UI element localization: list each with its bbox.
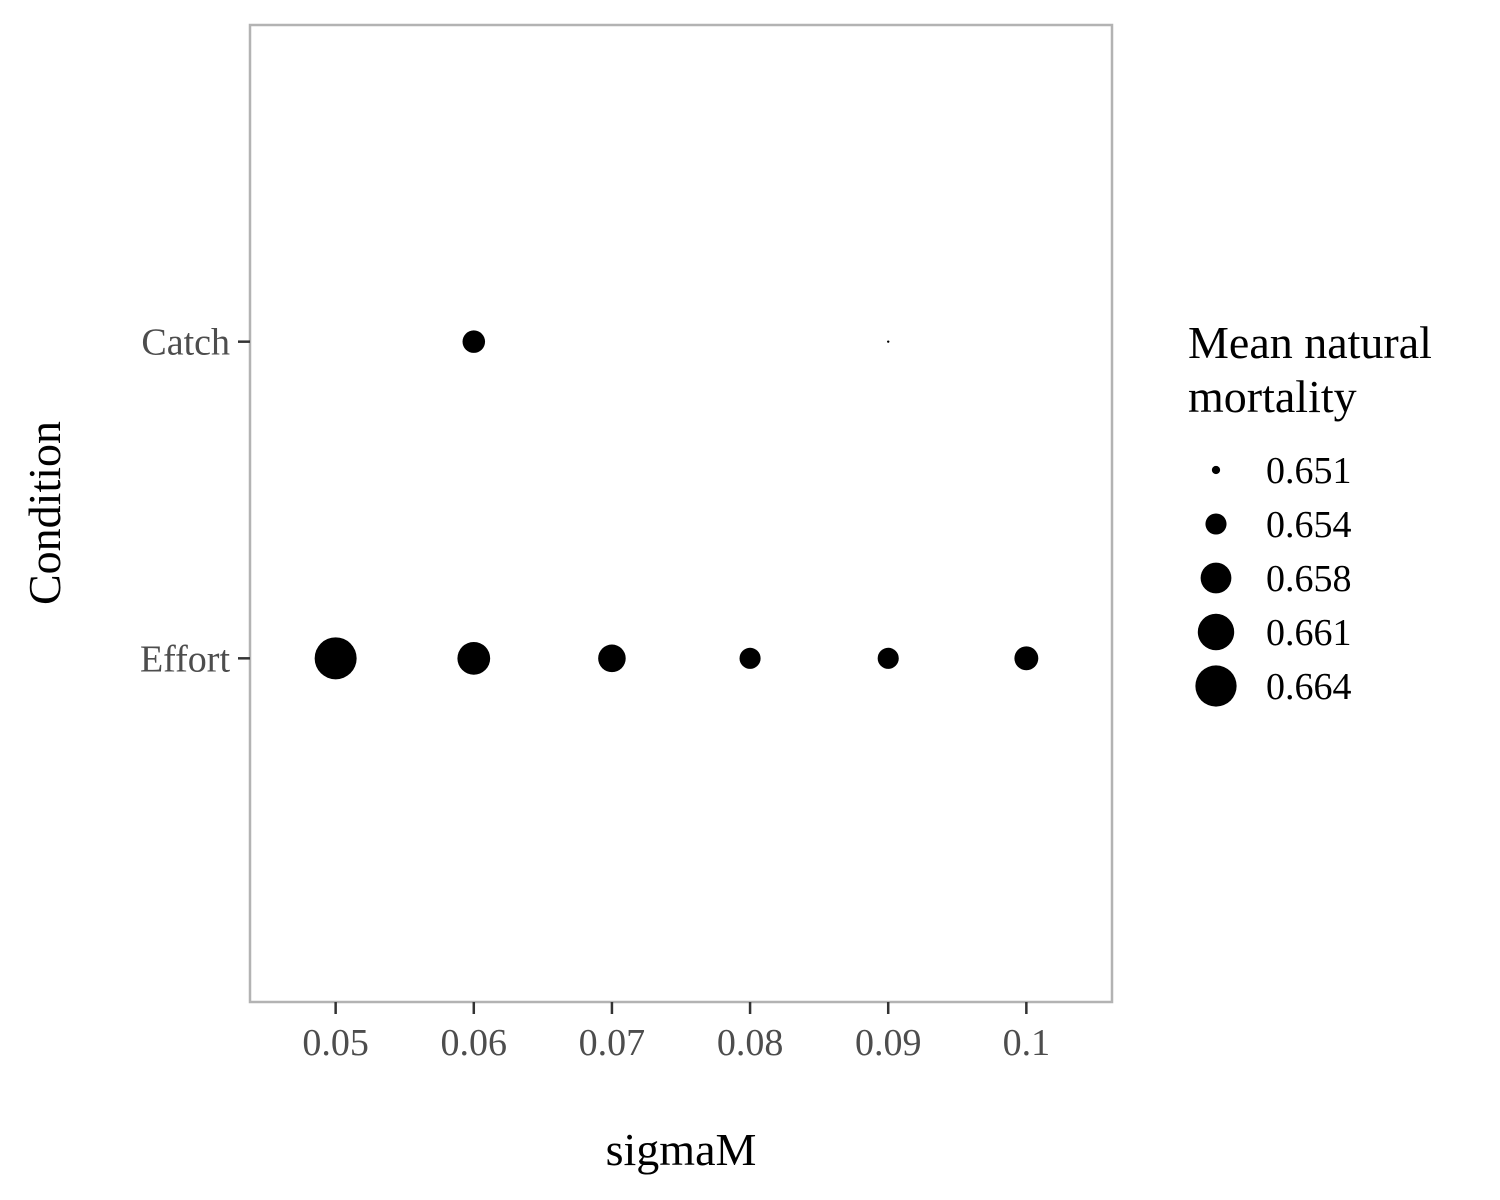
data-point: [314, 637, 357, 680]
legend-key-symbol: [1195, 665, 1237, 707]
legend-key-symbol: [1211, 465, 1221, 475]
legend-title-line-1: Mean natural: [1188, 317, 1432, 368]
legend-key-label: 0.661: [1266, 612, 1352, 654]
legend-key-label: 0.658: [1266, 558, 1352, 600]
data-point: [462, 330, 486, 353]
legend-key-symbol: [1200, 562, 1232, 594]
legend-key-symbol: [1197, 613, 1235, 651]
size-legend: Mean natural mortality 0.6510.6540.6580.…: [1188, 317, 1432, 708]
x-tick-label: 0.1: [1003, 1022, 1051, 1064]
data-point: [598, 644, 626, 673]
legend-key-label: 0.654: [1266, 504, 1352, 546]
x-axis: 0.05 0.06 0.07 0.08 0.09 0.1: [302, 1002, 1050, 1064]
y-axis-title: Condition: [19, 421, 70, 605]
x-tick-label: 0.07: [579, 1022, 646, 1064]
y-axis: Catch Effort: [140, 322, 250, 680]
x-tick-label: 0.06: [441, 1022, 508, 1064]
data-point: [457, 641, 491, 675]
x-tick-label: 0.08: [717, 1022, 784, 1064]
legend-title-line-2: mortality: [1188, 371, 1357, 422]
data-points: [314, 330, 1039, 680]
legend-key-symbol: [1205, 513, 1227, 535]
data-point: [1014, 646, 1039, 671]
data-point: [739, 647, 761, 669]
data-point: [887, 340, 890, 343]
legend-key-label: 0.651: [1266, 450, 1352, 492]
legend-key-label: 0.664: [1266, 666, 1352, 708]
panel-border: [248, 23, 1114, 1004]
data-point: [877, 647, 899, 669]
y-tick-label: Catch: [141, 322, 230, 364]
y-tick-label: Effort: [140, 638, 230, 680]
legend-keys: 0.651 0.654 0.658 0.661 0.664: [1195, 450, 1352, 708]
x-axis-title: sigmaM: [606, 1124, 757, 1175]
x-tick-label: 0.09: [855, 1022, 922, 1064]
x-tick-label: 0.05: [302, 1022, 369, 1064]
